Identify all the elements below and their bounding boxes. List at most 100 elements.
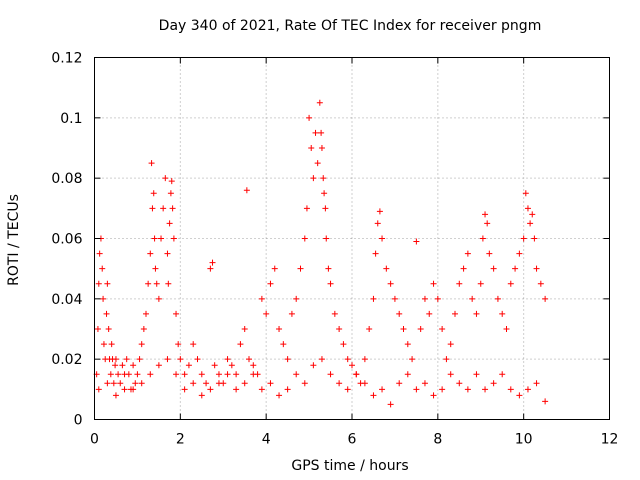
data-point	[147, 371, 154, 378]
data-point	[190, 380, 197, 387]
data-point	[439, 326, 446, 332]
x-tick-label: 2	[176, 432, 185, 448]
data-point	[215, 371, 222, 378]
data-point	[246, 356, 252, 363]
data-point	[121, 371, 128, 378]
data-point	[486, 250, 493, 257]
data-point	[430, 392, 437, 399]
data-point	[148, 160, 155, 167]
data-point	[387, 401, 394, 408]
data-point	[430, 280, 437, 287]
x-tick-label: 8	[433, 432, 442, 448]
data-point	[284, 386, 291, 393]
data-point	[447, 371, 454, 378]
data-point	[512, 265, 519, 272]
data-point	[439, 386, 446, 393]
data-point	[108, 341, 115, 348]
data-point	[258, 386, 265, 393]
data-point	[527, 220, 534, 227]
data-point	[224, 371, 231, 378]
data-point	[276, 326, 283, 332]
data-point	[115, 371, 122, 378]
data-point	[499, 371, 506, 378]
data-point	[173, 310, 180, 317]
data-point	[340, 341, 347, 348]
data-point	[434, 295, 441, 302]
data-point	[318, 356, 325, 363]
y-tick-label: 0.02	[51, 352, 82, 368]
data-point	[198, 371, 205, 378]
data-point	[203, 380, 210, 387]
points-layer	[93, 99, 549, 408]
data-point	[499, 310, 506, 317]
data-point	[507, 280, 514, 287]
x-tick-label: 0	[90, 432, 99, 448]
x-tick-label: 10	[515, 432, 533, 448]
data-point	[520, 235, 527, 242]
data-point	[320, 175, 327, 182]
data-point	[100, 295, 107, 302]
data-point	[464, 250, 471, 257]
data-point	[361, 380, 368, 387]
data-point	[110, 380, 117, 387]
data-point	[336, 380, 343, 387]
data-point	[344, 386, 351, 393]
data-point	[361, 356, 368, 363]
data-point	[524, 205, 531, 212]
data-point	[130, 362, 137, 369]
data-point	[529, 211, 536, 218]
data-point	[99, 265, 106, 272]
data-point	[366, 326, 373, 332]
data-point	[104, 280, 111, 287]
data-point	[421, 295, 428, 302]
data-point	[452, 310, 458, 317]
data-point	[482, 386, 489, 393]
data-point	[170, 235, 177, 242]
data-point	[241, 326, 248, 332]
data-point	[237, 341, 244, 348]
data-point	[531, 235, 538, 242]
data-point	[383, 265, 390, 272]
data-point	[164, 356, 171, 363]
data-point	[372, 250, 379, 257]
data-point	[105, 326, 112, 332]
data-point	[228, 362, 235, 369]
data-point	[173, 371, 180, 378]
data-point	[537, 280, 544, 287]
data-point	[215, 380, 222, 387]
data-point	[379, 386, 386, 393]
data-point	[132, 380, 139, 387]
data-point	[404, 341, 411, 348]
data-point	[224, 356, 231, 363]
data-point	[409, 356, 416, 363]
data-point	[327, 280, 334, 287]
data-point	[314, 160, 321, 167]
data-point	[185, 362, 192, 369]
data-point	[400, 326, 407, 332]
data-point	[301, 235, 308, 242]
data-point	[211, 362, 218, 369]
data-point	[490, 265, 497, 272]
data-point	[276, 392, 283, 399]
data-point	[456, 380, 463, 387]
data-point	[469, 295, 476, 302]
data-point	[119, 362, 126, 369]
data-point	[310, 175, 317, 182]
y-tick-label: 0	[74, 413, 83, 429]
data-point	[100, 341, 107, 348]
y-tick-label: 0.04	[51, 292, 82, 308]
data-point	[207, 265, 214, 272]
data-point	[241, 380, 248, 387]
data-point	[166, 220, 173, 227]
data-point	[516, 392, 523, 399]
data-point	[194, 356, 201, 363]
x-tick-label: 6	[348, 432, 357, 448]
data-point	[121, 386, 128, 393]
data-point	[533, 380, 540, 387]
chart-title: Day 340 of 2021, Rate Of TEC Index for r…	[159, 18, 542, 34]
data-point	[301, 380, 308, 387]
data-point	[117, 380, 124, 387]
data-point	[181, 386, 188, 393]
data-point	[149, 205, 156, 212]
data-point	[164, 250, 171, 257]
